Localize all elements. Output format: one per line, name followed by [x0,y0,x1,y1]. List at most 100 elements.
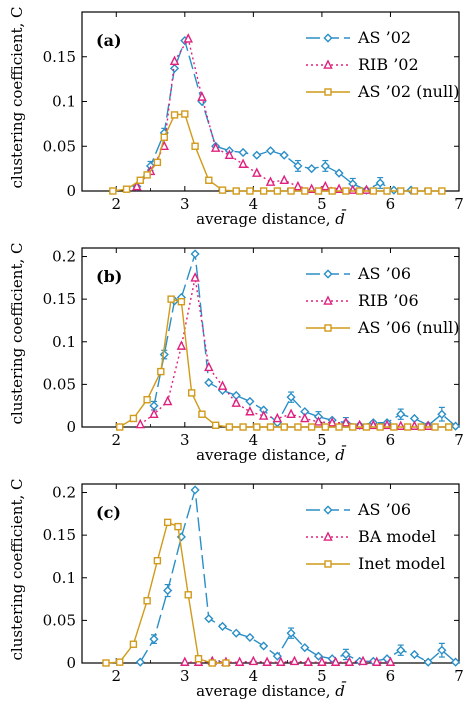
data-point [169,63,180,73]
data-point [265,146,276,156]
legend-label: Inet model [358,554,445,573]
x-tick-label: 3 [180,195,190,213]
x-axis-label: average distance, d̄ [196,682,346,700]
data-point [300,412,310,423]
legend-entry: AS ’02 (null) [306,82,459,101]
data-point [362,423,371,431]
data-point [396,420,406,430]
data-point [234,656,245,666]
data-point [273,187,282,195]
data-point [262,656,272,666]
data-point [160,133,168,142]
data-point [253,423,261,431]
legend-label: AS ’02 (null) [357,82,459,101]
legend-marker [323,269,333,279]
data-point [279,150,289,160]
legend-entry: AS ’06 [306,264,411,283]
legend-label: AS ’02 [357,28,411,47]
data-point [183,33,193,43]
legend-entry: BA model [306,527,436,546]
data-point [102,659,110,667]
y-axis-label: clustering coefficient, C [8,243,26,425]
data-point [361,184,372,194]
panel-label: (c) [96,503,121,522]
data-point [208,659,216,667]
y-tick-label: 0.05 [43,611,76,629]
x-tick-label: 5 [317,667,327,685]
data-point [293,180,303,191]
y-tick-label: 0.1 [52,569,76,587]
data-point [132,180,142,191]
data-point [115,423,124,431]
legend-entry: AS ’06 (null) [306,318,459,337]
data-point [314,187,323,195]
x-tick-label: 7 [454,667,464,685]
data-point [409,649,420,660]
data-point [205,176,213,184]
x-tick-label: 6 [386,195,396,213]
legend-label: AS ’06 [357,264,411,283]
data-point [307,164,317,174]
legend-marker [323,295,333,305]
data-point [162,395,173,406]
data-point [231,628,241,638]
data-point [317,656,327,666]
data-point [303,656,313,666]
data-point [224,149,235,160]
data-point [280,423,288,431]
legend-label: RIB ’02 [358,55,419,74]
data-point [445,423,453,431]
x-axis-label-text: average distance, [196,446,335,464]
data-point [252,150,262,160]
legend-entry: AS ’02 [306,28,411,47]
x-tick-label: 6 [386,431,396,449]
data-point [210,142,221,152]
data-point [204,361,214,372]
data-point [176,340,187,350]
data-point [397,187,405,195]
chart-panel-1: 2 3 4 5 6 7 0 0.05 0.1 0.15 average distance, d̄ cl… [8,7,464,229]
data-point [204,378,214,388]
data-point [245,632,255,643]
data-point [246,187,254,195]
data-point [276,656,286,666]
data-point [169,55,180,66]
data-point [349,423,357,431]
series-inet-model [102,518,230,667]
data-point [348,184,358,194]
x-axis-label-symbol: d̄ [335,210,346,228]
data-point [450,421,461,431]
y-tick-label: 0 [66,418,76,436]
data-point [143,396,151,404]
data-point [321,423,330,431]
data-point [341,417,351,427]
x-tick-label: 4 [249,195,259,213]
legend-marker [323,531,333,541]
y-tick-label: 0 [66,654,76,672]
data-point [135,657,145,667]
data-point [191,142,199,150]
data-point [375,178,385,188]
data-point [266,423,275,431]
data-point [190,272,200,282]
y-tick-label: 0.15 [43,290,76,308]
data-point [159,349,169,360]
data-point [163,585,173,596]
data-point [217,621,228,631]
data-point [286,392,296,402]
data-point [272,412,283,423]
series-as-06 [135,485,461,667]
x-tick-label: 3 [180,431,190,449]
data-point [410,187,419,195]
legend-marker [323,59,333,69]
x-tick-label: 2 [111,667,121,685]
data-point [135,418,145,429]
legend-entry: RIB ’06 [306,291,419,310]
x-tick-label: 7 [454,195,464,213]
data-point [181,110,189,118]
y-tick-label: 0.2 [52,484,76,502]
panel-label: (b) [96,267,122,286]
data-point [385,656,396,666]
x-axis-label-text: average distance, [196,210,335,228]
series-rib-02 [132,33,372,194]
